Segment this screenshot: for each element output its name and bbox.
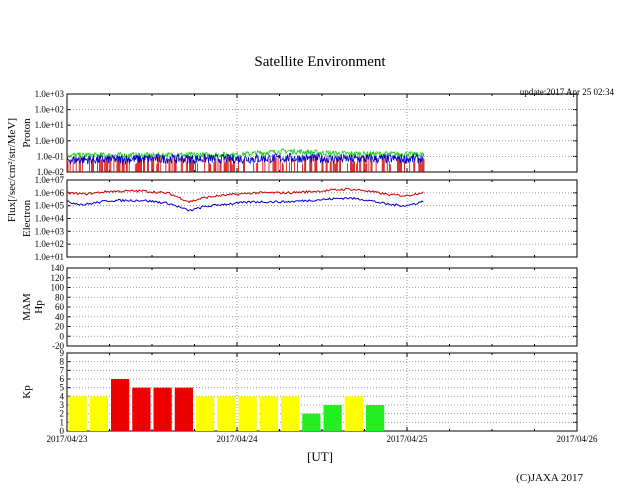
y-tick-label: 1.0e+00 xyxy=(35,136,65,146)
y-tick-label: 1.0e+01 xyxy=(35,252,64,262)
electron-axis-label: Electron xyxy=(21,199,33,237)
y-tick-label: 1.0e+02 xyxy=(35,105,64,115)
kp-bar xyxy=(153,387,172,431)
mam-panel xyxy=(66,267,578,347)
kp-bar xyxy=(174,387,193,431)
x-tick-label: 2017/04/25 xyxy=(386,434,428,444)
proton-spike-series xyxy=(66,155,425,172)
y-tick-label: 1.0e+03 xyxy=(35,89,65,99)
electron-panel xyxy=(66,179,578,258)
proton-high-series xyxy=(66,148,424,160)
y-tick-label: 1.0e+04 xyxy=(35,214,65,224)
y-tick-label: 1 xyxy=(60,417,65,427)
electron-high-series xyxy=(66,187,424,204)
kp-bar xyxy=(323,405,342,431)
y-tick-label: 0 xyxy=(60,426,65,436)
y-tick-label: 9 xyxy=(60,348,65,358)
y-tick-label: 0 xyxy=(60,331,65,341)
kp-bar xyxy=(132,387,151,431)
y-tick-label: 1.0e+01 xyxy=(35,120,64,130)
y-tick-label: 4 xyxy=(60,391,65,401)
kp-bar xyxy=(68,396,87,431)
y-tick-label: 100 xyxy=(51,283,65,293)
kp-bar xyxy=(302,413,321,431)
chart-title: Satellite Environment xyxy=(254,54,386,70)
proton-low-series xyxy=(66,152,424,166)
x-tick-label: 2017/04/26 xyxy=(556,434,598,444)
x-tick-label: 2017/04/24 xyxy=(216,434,258,444)
chart-panels: 1.0e-02 1.0e-01 1.0e+00 1.0e+01 1.0e+02 1.0e+… xyxy=(21,89,598,444)
y-tick-label: -20 xyxy=(52,341,64,351)
x-tick-label: 2017/04/23 xyxy=(46,434,88,444)
proton-panel xyxy=(66,93,578,173)
y-tick-label: 1.0e-01 xyxy=(37,151,64,161)
y-tick-label: 80 xyxy=(55,292,65,302)
kp-bar xyxy=(217,396,236,431)
y-tick-label: 1.0e+02 xyxy=(35,239,64,249)
kp-bar xyxy=(111,379,130,431)
kp-panel xyxy=(66,352,578,432)
y-tick-label: 1.0e+05 xyxy=(35,201,65,211)
kp-bar xyxy=(344,396,363,431)
kp-bar xyxy=(238,396,257,431)
kp-bar xyxy=(366,405,385,431)
y-tick-label: 1.0e+03 xyxy=(35,226,65,236)
y-tick-label: 60 xyxy=(55,302,65,312)
copyright-label: (C)JAXA 2017 xyxy=(516,472,583,484)
y-tick-label: 40 xyxy=(55,312,65,322)
mam-axis-label: MAM xyxy=(21,293,33,321)
y-tick-label: 5 xyxy=(60,383,65,393)
y-tick-label: 6 xyxy=(60,374,65,384)
y-tick-label: 3 xyxy=(60,400,65,410)
y-tick-label: 2 xyxy=(60,409,65,419)
y-tick-label: 1.0e+06 xyxy=(35,188,65,198)
kp-axis-label: Kp xyxy=(21,385,33,399)
proton-axis-label: Proton xyxy=(21,118,33,148)
y-tick-label: 140 xyxy=(51,263,65,273)
y-tick-label: 1.0e+07 xyxy=(35,175,65,185)
y-tick-label: 7 xyxy=(60,365,65,375)
y-tick-label: 8 xyxy=(60,357,65,367)
y-tick-label: 120 xyxy=(51,273,65,283)
kp-bar xyxy=(281,396,300,431)
x-axis-label: [UT] xyxy=(307,449,333,464)
y-tick-label: 1.0e-02 xyxy=(37,167,64,177)
kp-bar xyxy=(89,396,108,431)
y-tick-label: 20 xyxy=(55,322,65,332)
kp-bar xyxy=(196,396,215,431)
update-timestamp: update:2017 Apr 25 02:34 xyxy=(520,87,615,97)
electron-low-series xyxy=(66,196,424,212)
kp-bar xyxy=(259,396,278,431)
mam-axis-unit: Hp xyxy=(33,300,45,314)
flux-units-label: Flux[/sec/cm²/str/MeV] xyxy=(6,118,18,222)
